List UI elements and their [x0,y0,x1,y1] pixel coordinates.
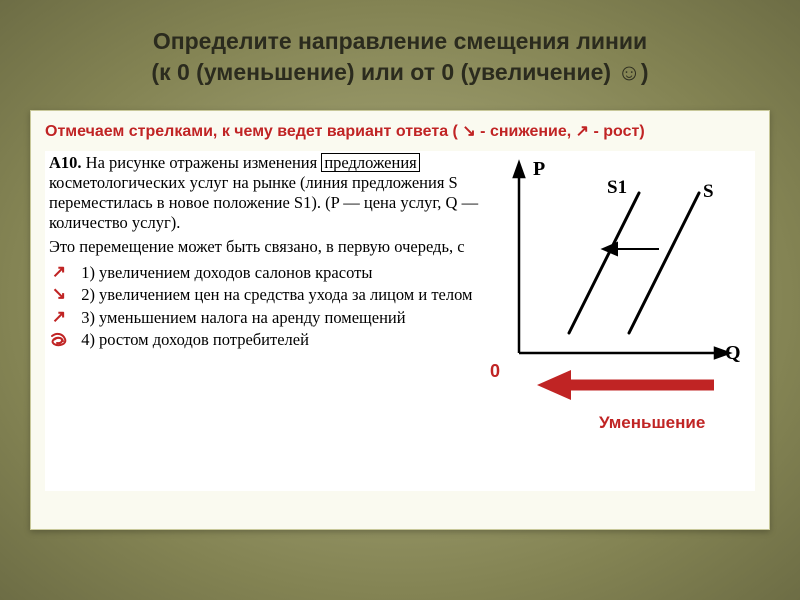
option-4-text: ростом доходов потребителей [99,330,481,350]
origin-label: 0 [490,361,500,382]
y-axis-label: P [533,158,545,180]
option-3-mark-arrow-up-icon: ↗ [49,308,69,327]
label-s1: S1 [607,177,627,198]
instruction-text: Отмечаем стрелками, к чему ведет вариант… [45,121,755,143]
chart-svg: P Q S1 S [489,153,751,423]
problem-lead-in: Это перемещение может быть связа­но, в п… [49,237,481,257]
option-2-number: 2) [69,285,99,305]
problem-prefix: На рисунке отражены измене­ния [86,153,322,172]
options-list: ↗ 1) увеличением доходов салонов кра­сот… [49,263,481,350]
problem-code: А10. [49,153,82,172]
x-axis-label: Q [725,342,741,364]
option-2-mark-arrow-down-icon: ↘ [49,285,69,304]
option-3: ↗ 3) уменьшением налога на аренду помеще… [49,308,481,328]
option-2-text: увеличением цен на средства ухода за лиц… [99,285,481,305]
slide: Определите направление смещения линии (к… [0,0,800,600]
option-4-number: 4) [69,330,99,350]
option-1: ↗ 1) увеличением доходов салонов кра­сот… [49,263,481,283]
boxed-word: предложения [321,153,419,172]
big-red-arrow-icon [537,370,714,400]
problem-paragraph: А10. На рисунке отражены измене­ния пред… [49,153,481,234]
option-1-text: увеличением доходов салонов кра­соты [99,263,481,283]
body-area: А10. На рисунке отражены измене­ния пред… [45,151,755,491]
decrease-label: Уменьшение [599,413,705,433]
option-3-number: 3) [69,308,99,328]
shift-arrow-icon [603,243,659,255]
label-s: S [703,181,714,202]
slide-title: Определите направление смещения линии (к… [28,26,772,88]
line-s1 [569,193,639,333]
problem-rest: косметологических ус­луг на рынке (линия… [49,173,478,232]
option-4: 4) ростом доходов потребителей [49,330,481,350]
option-1-number: 1) [69,263,99,283]
option-3-text: уменьшением налога на аренду помещений [99,308,481,328]
title-line-2: (к 0 (уменьшение) или от 0 (увеличение) … [28,57,772,88]
option-2: ↘ 2) увеличением цен на средства ухода з… [49,285,481,305]
content-box: Отмечаем стрелками, к чему ведет вариант… [30,110,770,530]
option-4-mark-scribble-icon [49,330,69,350]
line-s [629,193,699,333]
title-line-1: Определите направление смещения линии [28,26,772,57]
problem-text-column: А10. На рисунке отражены измене­ния пред… [45,151,485,491]
option-1-mark-arrow-up-icon: ↗ [49,263,69,282]
supply-chart: P Q S1 S [489,153,751,423]
